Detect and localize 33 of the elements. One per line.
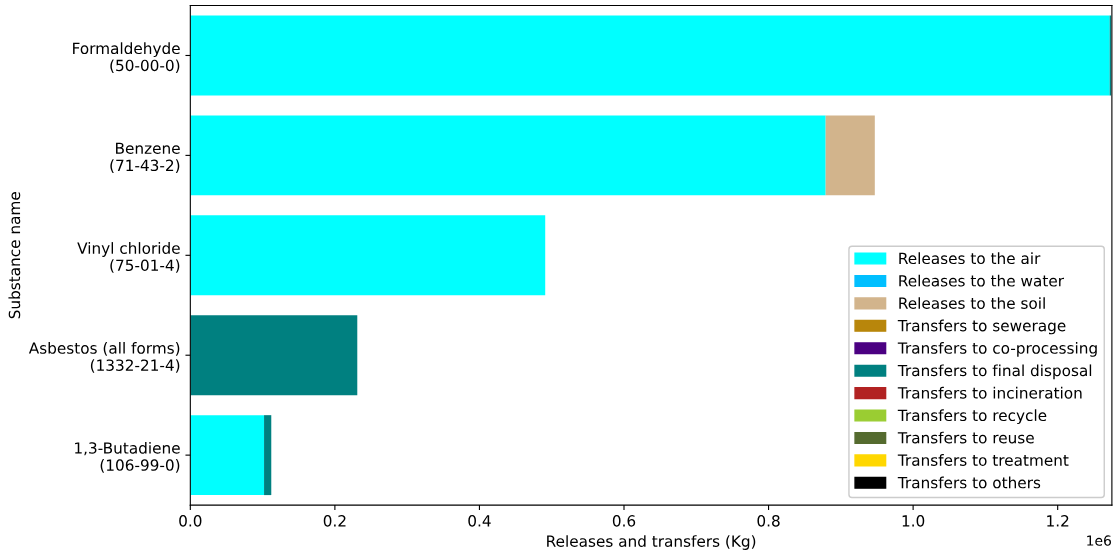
y-tick-label: Formaldehyde (50-00-0) [73, 42, 180, 74]
y-tick-label: Benzene (71-43-2) [110, 142, 180, 173]
legend-label: Transfers to sewerage [897, 319, 1066, 335]
legend-label: Transfers to others [897, 476, 1041, 489]
x-tick-label: 0.8 [757, 515, 780, 527]
x-tick-label: 0.0 [179, 515, 202, 527]
text: 1e6 [1087, 535, 1112, 546]
legend-label: Transfers to co-processing [897, 341, 1097, 357]
legend-label: Transfers to reuse [897, 431, 1034, 444]
y-axis-title: Substance name [8, 192, 21, 319]
bar [190, 115, 826, 196]
x-tick-label: 0.4 [468, 515, 491, 527]
bar [190, 315, 358, 396]
y-tick-label: Asbestos (all forms) (1332-21-4) [28, 342, 180, 373]
bar [190, 15, 1110, 96]
bar [825, 115, 875, 196]
y-tick-label: Vinyl chloride (75-01-4) [77, 242, 180, 273]
legend-label: Transfers to treatment [897, 454, 1069, 466]
x-axis-title: Releases and transfers (Kg) [547, 535, 756, 550]
x-tick-label: 1.0 [902, 515, 925, 527]
legend-label: Releases to the air [899, 252, 1041, 265]
legend-label: Transfers to final disposal [897, 364, 1092, 380]
y-tick-label: 1,3-Butadiene (106-99-0) [75, 441, 180, 473]
x-tick-label: 0.2 [323, 515, 346, 527]
x-tick-label: 1.2 [1047, 515, 1069, 527]
bar [264, 415, 272, 496]
legend-label: Releases to the soil [899, 297, 1045, 309]
legend-label: Releases to the water [899, 274, 1064, 287]
bar [190, 215, 546, 296]
bar [190, 415, 265, 496]
legend-label: Transfers to incineration [897, 386, 1082, 399]
legend-label: Transfers to recycle [897, 409, 1047, 425]
x-tick-label: 0.6 [612, 515, 636, 527]
